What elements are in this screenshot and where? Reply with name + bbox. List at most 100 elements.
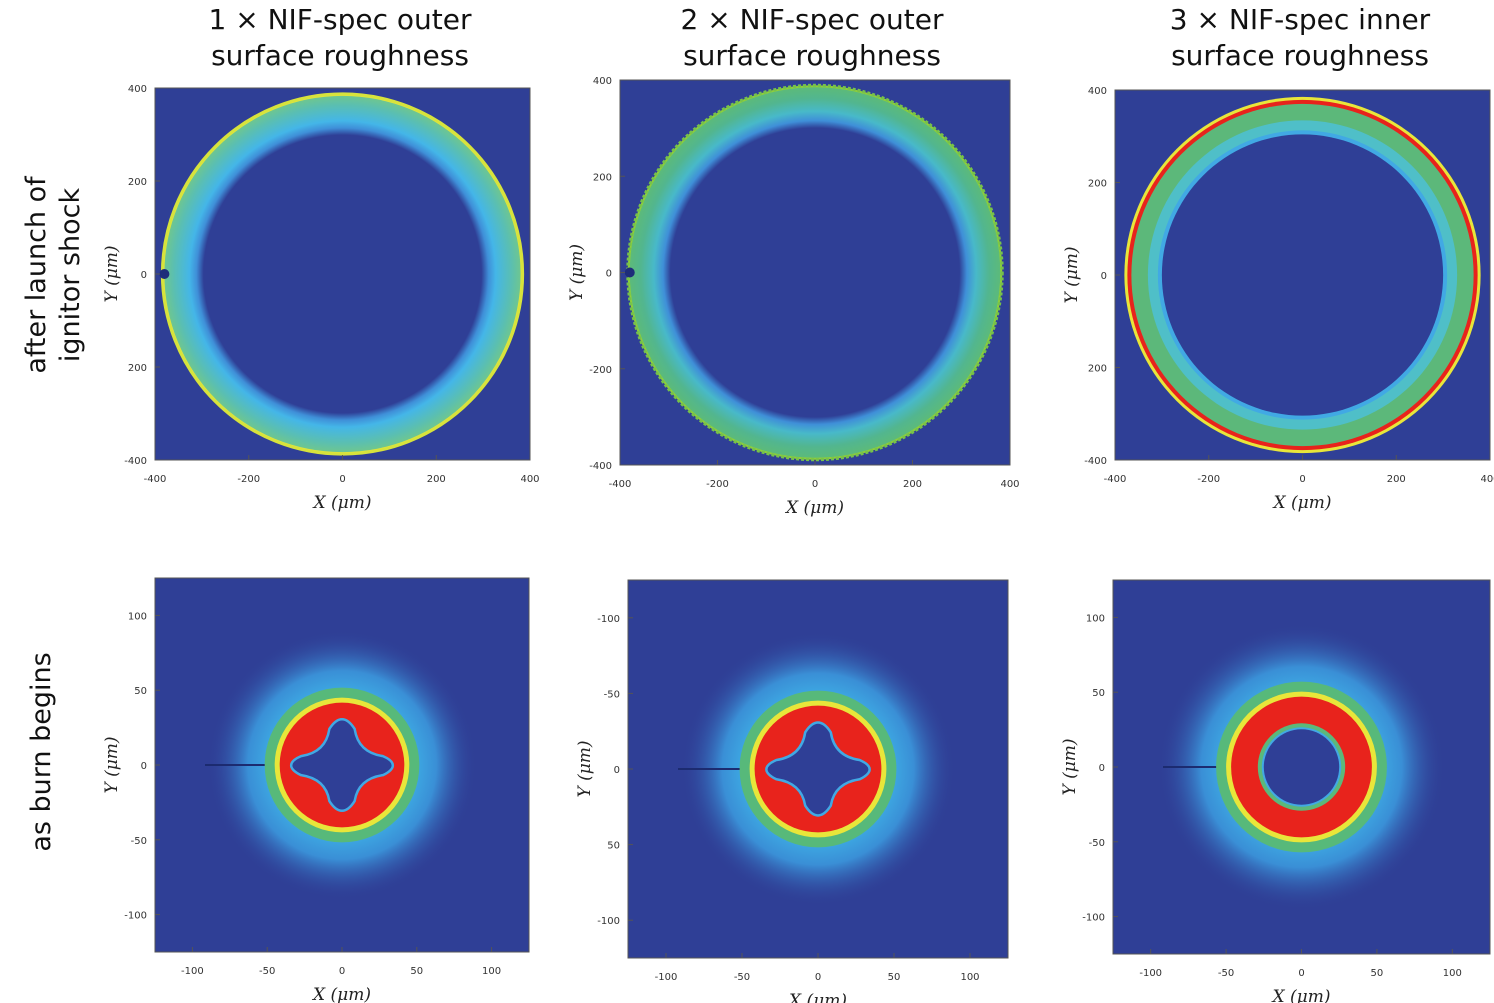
plot-area — [620, 80, 1010, 465]
y-tick-label: 200 — [1088, 179, 1107, 190]
column-title-2-line2: surface roughness — [683, 39, 941, 72]
y-tick-label: 400 — [1088, 86, 1107, 97]
y-tick-label: -50 — [131, 836, 147, 847]
hot-spot-core — [292, 720, 392, 810]
y-axis-label: Y (μm) — [1060, 738, 1080, 795]
y-tick-label: 0 — [141, 270, 147, 281]
y-tick-label: 50 — [134, 686, 147, 697]
y-tick-label: -50 — [1089, 838, 1105, 849]
column-title-1-line1: 1 × NIF-spec outer — [208, 3, 472, 36]
y-tick-label: 0 — [1099, 763, 1105, 774]
y-tick-label: 400 — [128, 84, 147, 95]
chart-panel-r2c2: -100 -50 0 50 100 -100 50 0 -50 -100 X (μm) Y (μm) — [575, 579, 1009, 1003]
x-tick-label: 400 — [1000, 479, 1019, 490]
x-tick-label: -200 — [706, 479, 729, 490]
y-tick-label: -50 — [604, 689, 620, 700]
x-axis-label: X (μm) — [784, 498, 844, 518]
y-axis-label: Y (μm) — [575, 740, 595, 797]
y-tick-label: -100 — [1082, 913, 1105, 924]
shell-defect — [624, 267, 635, 278]
column-title-1: 1 × NIF-spec outer surface roughness — [150, 2, 530, 74]
x-axis-label: X (μm) — [311, 985, 371, 1003]
x-tick-label: 50 — [888, 972, 901, 983]
x-tick-label: 100 — [482, 966, 501, 977]
y-tick-label: -400 — [124, 456, 147, 467]
x-tick-label: 0 — [339, 966, 345, 977]
y-tick-label: 0 — [1101, 271, 1107, 282]
x-axis-label: X (μm) — [1271, 987, 1331, 1003]
y-axis-label: Y (μm) — [567, 244, 587, 301]
x-tick-label: 0 — [812, 479, 818, 490]
y-axis-label: Y (μm) — [102, 245, 122, 302]
plot-area — [628, 580, 1008, 958]
shell — [164, 95, 521, 453]
hot-spot-core — [767, 723, 869, 815]
y-tick-label: -200 — [589, 365, 612, 376]
y-tick-label: 0 — [141, 761, 147, 772]
x-tick-label: 200 — [1387, 474, 1406, 485]
y-tick-label: -400 — [589, 461, 612, 472]
y-axis-label: Y (μm) — [102, 736, 122, 793]
shell — [629, 87, 1001, 458]
x-tick-label: 0 — [1299, 474, 1305, 485]
x-tick-label: -200 — [237, 474, 260, 485]
x-tick-label: -100 — [1139, 968, 1162, 979]
y-tick-label: 100 — [1086, 613, 1105, 624]
column-title-3: 3 × NIF-spec inner surface roughness — [1110, 2, 1490, 74]
x-tick-label: -200 — [1197, 474, 1220, 485]
x-tick-label: 0 — [339, 474, 345, 485]
x-tick-label: 200 — [427, 474, 446, 485]
chart-panel-r1c2: -400 -200 0 200 400 -400 -200 0 200 400 X (μm) Y (μ… — [567, 76, 1020, 518]
y-tick-label: 0 — [606, 269, 612, 280]
plot-area — [155, 578, 529, 952]
x-tick-label: -400 — [144, 474, 167, 485]
x-tick-label: -400 — [609, 479, 632, 490]
y-tick-label: 0 — [614, 765, 620, 776]
chart-panel-r1c1: -400 -200 0 200 400 -400 200 0 200 400 X (μm) Y (μm… — [102, 84, 540, 513]
y-tick-label: -100 — [597, 916, 620, 927]
x-tick-label: 0 — [1298, 968, 1304, 979]
y-tick-label: 50 — [607, 841, 620, 852]
plot-area — [1113, 580, 1490, 954]
x-tick-label: 50 — [410, 966, 423, 977]
x-tick-label: -50 — [1218, 968, 1234, 979]
hot-spot-core — [1263, 729, 1340, 805]
shell-cavity — [1161, 134, 1444, 416]
column-title-1-line2: surface roughness — [211, 39, 469, 72]
y-tick-label: 50 — [1092, 688, 1105, 699]
y-tick-label: 200 — [1088, 364, 1107, 375]
x-tick-label: 200 — [903, 479, 922, 490]
x-tick-label: 400 — [520, 474, 539, 485]
x-tick-label: -400 — [1104, 474, 1127, 485]
y-tick-label: 200 — [128, 177, 147, 188]
shell-defect — [159, 269, 170, 279]
x-tick-label: -50 — [259, 966, 275, 977]
y-tick-label: 400 — [593, 76, 612, 87]
y-tick-label: -100 — [124, 911, 147, 922]
chart-panel-r2c1: -100 -50 0 50 100 -100 -50 0 50 100 X (μm) Y (μm) — [102, 577, 530, 1003]
x-tick-label: -50 — [734, 972, 750, 983]
x-axis-label: X (μm) — [312, 493, 372, 513]
x-tick-label: 100 — [960, 972, 979, 983]
x-tick-label: 0 — [815, 972, 821, 983]
x-tick-label: -100 — [655, 972, 678, 983]
x-tick-label: -100 — [181, 966, 204, 977]
chart-panel-r1c3: -400 -200 0 200 400 -400 200 0 200 400 X (μm) Y (μm… — [1062, 86, 1494, 513]
x-axis-label: X (μm) — [1272, 493, 1332, 513]
y-tick-label: -400 — [1084, 456, 1107, 467]
x-axis-label: X (μm) — [787, 991, 847, 1003]
y-tick-label: 200 — [128, 363, 147, 374]
column-title-3-line2: surface roughness — [1171, 39, 1429, 72]
y-axis-label: Y (μm) — [1062, 246, 1082, 303]
x-tick-label: 100 — [1443, 968, 1462, 979]
y-tick-label: -100 — [597, 614, 620, 625]
x-tick-label: 400 — [1480, 474, 1494, 485]
plot-area — [155, 88, 530, 460]
chart-panel-r2c3: -100 -50 0 50 100 -100 -50 0 50 100 X (μm) Y (μm) — [1060, 579, 1491, 1003]
y-tick-label: 200 — [593, 172, 612, 183]
plot-area — [1115, 90, 1490, 460]
column-title-3-line1: 3 × NIF-spec inner — [1169, 3, 1431, 36]
x-tick-label: 50 — [1371, 968, 1384, 979]
y-tick-label: 100 — [128, 611, 147, 622]
